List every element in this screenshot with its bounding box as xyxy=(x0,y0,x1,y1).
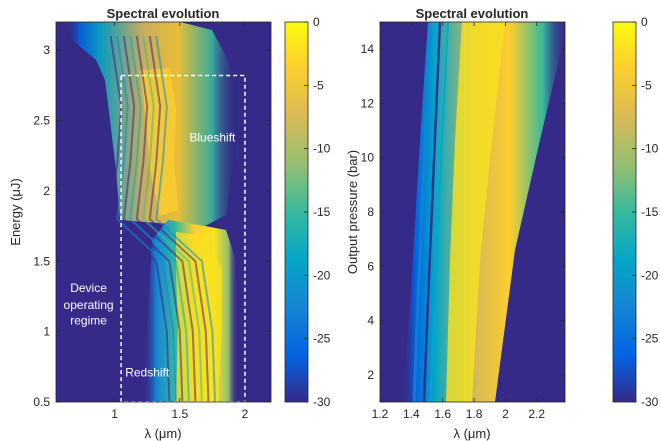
left-colorbar-tick-label: -5 xyxy=(313,78,324,92)
right-y-tick-label: 8 xyxy=(367,205,374,219)
right-x-tick-label: 1.8 xyxy=(466,407,483,421)
left-colorbar-tick-label: -25 xyxy=(313,332,331,346)
left-heatmap-fringe xyxy=(116,35,177,402)
left-heatmap xyxy=(66,22,238,402)
left-x-tick-label: 1 xyxy=(111,407,118,421)
right-x-tick-label: 1.4 xyxy=(403,407,420,421)
left-heatmap-fringe xyxy=(155,35,216,402)
right-x-tick-label: 2 xyxy=(502,407,509,421)
left-heatmap-fringe xyxy=(148,35,210,402)
right-colorbar-tick-label: 0 xyxy=(641,15,648,29)
left-y-tick-label: 2 xyxy=(43,184,50,198)
right-colorbar-tick-label: -20 xyxy=(641,268,659,282)
right-y-tick-label: 14 xyxy=(361,42,375,56)
left-heatmap-fringe xyxy=(142,35,203,402)
right-colorbar-tick-label: -5 xyxy=(641,78,652,92)
left-colorbar-ticks: 0 -5 -10 -15 -20 -25 -30 xyxy=(304,15,331,409)
left-x-axis-label: λ (μm) xyxy=(144,426,181,441)
right-x-tick-label: 1.6 xyxy=(434,407,451,421)
annotation-label: Device xyxy=(70,281,107,295)
right-colorbar-tick-label: -15 xyxy=(641,205,659,219)
left-y-axis-label: Energy (μJ) xyxy=(8,178,23,245)
right-colorbar-ticks: 0 -5 -10 -15 -20 -25 -30 xyxy=(632,15,659,409)
left-colorbar-tick-label: 0 xyxy=(313,15,320,29)
right-colorbar-tick-label: -30 xyxy=(641,395,659,409)
annotation-label: Redshift xyxy=(125,366,170,380)
left-heatmap-core-upper xyxy=(140,68,178,216)
annotation-label: operating xyxy=(64,298,114,312)
left-y-tick-label: 3 xyxy=(43,43,50,57)
left-axis-ticks: 1 1.5 2 0.5 1 1.5 2 2.5 3 xyxy=(33,22,271,421)
right-colorbar-tick-label: -10 xyxy=(641,142,659,156)
left-annotations: Blueshift Device operating regime Redshift xyxy=(64,131,236,380)
right-y-tick-label: 4 xyxy=(367,314,374,328)
right-x-tick-label: 2.2 xyxy=(528,407,545,421)
left-colorbar: 0 -5 -10 -15 -20 -25 -30 xyxy=(284,15,331,409)
right-heatmap-fringe-3 xyxy=(429,22,449,402)
left-colorbar-tick-label: -15 xyxy=(313,205,331,219)
left-x-tick-label: 1.5 xyxy=(171,407,188,421)
left-x-tick-label: 2 xyxy=(242,407,249,421)
right-heatmap-core xyxy=(446,22,505,402)
right-y-axis-label: Output pressure (bar) xyxy=(345,150,360,274)
right-colorbar-tick-label: -25 xyxy=(641,332,659,346)
left-plot-title: Spectral evolution xyxy=(107,6,220,21)
left-heatmap-fringe xyxy=(135,35,197,402)
left-y-tick-label: 1 xyxy=(43,325,50,339)
right-y-tick-label: 6 xyxy=(367,259,374,273)
left-plot-frame xyxy=(55,21,272,403)
left-colorbar-tick-label: -10 xyxy=(313,142,331,156)
right-heatmap-fringe-1 xyxy=(412,22,432,402)
left-y-tick-label: 2.5 xyxy=(33,114,50,128)
right-plot-title: Spectral evolution xyxy=(416,6,529,21)
annotation-label: Blueshift xyxy=(189,131,236,145)
right-colorbar: 0 -5 -10 -15 -20 -25 -30 xyxy=(612,15,659,409)
right-x-tick-label: 1.2 xyxy=(372,407,389,421)
right-plot: 1.2 1.4 1.6 1.8 2 2.2 2 4 6 8 10 12 14 Spectral evol… xyxy=(345,6,566,441)
left-colorbar-tick-label: -30 xyxy=(313,395,331,409)
right-y-tick-label: 12 xyxy=(361,96,375,110)
right-heatmap-fringe-2 xyxy=(422,22,442,402)
right-x-axis-label: λ (μm) xyxy=(453,426,490,441)
left-y-tick-label: 1.5 xyxy=(33,254,50,268)
left-colorbar-tick-label: -20 xyxy=(313,268,331,282)
left-plot: 1 1.5 2 0.5 1 1.5 2 2.5 3 Spectral evolution λ (… xyxy=(8,6,272,441)
annotation-label: regime xyxy=(70,314,107,328)
right-y-tick-label: 2 xyxy=(367,368,374,382)
left-heatmap-fringe xyxy=(122,35,184,402)
left-y-tick-label: 0.5 xyxy=(33,395,50,409)
left-heatmap-fringe xyxy=(129,35,190,402)
right-axis-ticks: 1.2 1.4 1.6 1.8 2 2.2 2 4 6 8 10 12 14 xyxy=(361,22,565,421)
right-heatmap xyxy=(402,22,565,402)
right-y-tick-label: 10 xyxy=(361,151,375,165)
